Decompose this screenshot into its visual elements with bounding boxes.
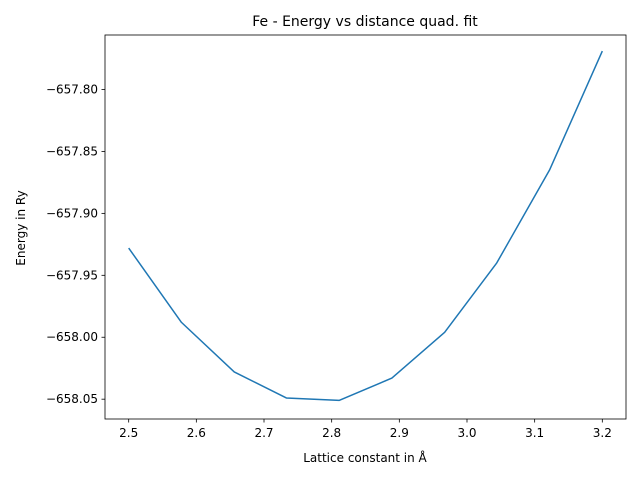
- x-tick-label: 3.2: [593, 426, 612, 440]
- y-tick-label: −657.80: [46, 83, 98, 97]
- y-axis-label: Energy in Ry: [14, 190, 28, 265]
- chart-title: Fe - Energy vs distance quad. fit: [252, 14, 478, 30]
- axes-frame: [104, 34, 627, 420]
- x-tick-label: 2.8: [322, 426, 341, 440]
- series-line: [128, 50, 604, 402]
- x-tick-label: 3.1: [525, 426, 544, 440]
- y-tick-label: −658.00: [46, 330, 98, 344]
- plot-area: 2.5 2.6 2.7 2.8 2.9 3.0 3.1 3.2 −657.80 −657.85 −6…: [46, 34, 627, 440]
- y-tick-label: −657.85: [46, 144, 98, 158]
- x-tick-label: 2.5: [119, 426, 138, 440]
- y-tick-label: −657.95: [46, 268, 98, 282]
- x-tick-label: 2.9: [390, 426, 409, 440]
- x-tick-label: 2.6: [187, 426, 206, 440]
- x-tick-label: 3.0: [457, 426, 476, 440]
- y-tick-label: −658.05: [46, 392, 98, 406]
- y-tick-label: −657.90: [46, 206, 98, 220]
- x-tick-label: 2.7: [254, 426, 273, 440]
- x-axis-label: Lattice constant in Å: [303, 450, 427, 465]
